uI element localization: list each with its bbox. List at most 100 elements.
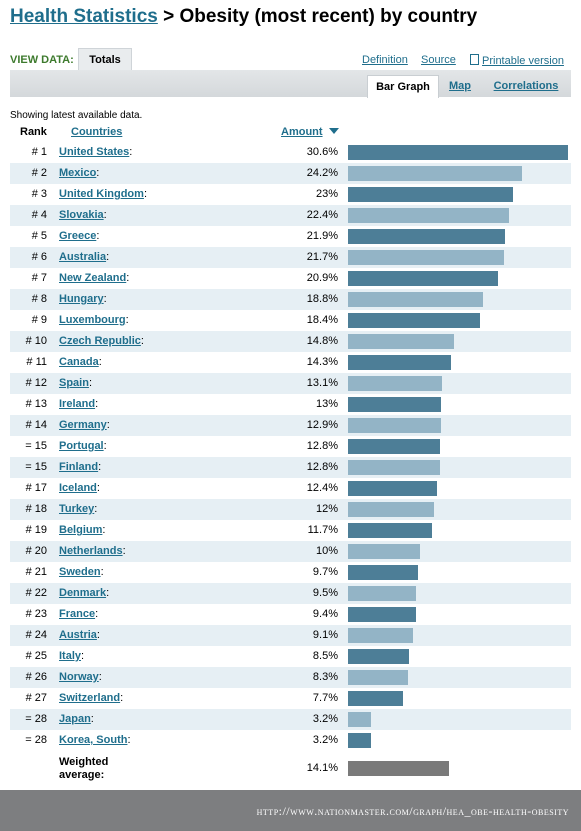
value-bar (348, 733, 371, 748)
rank-cell: # 18 (25, 503, 47, 515)
country-link[interactable]: Hungary: (59, 289, 107, 310)
rank-cell: # 6 (31, 251, 47, 263)
tab-map[interactable]: Map (449, 80, 471, 92)
country-link[interactable]: Luxembourg: (59, 310, 129, 331)
value-bar (348, 439, 440, 454)
country-link[interactable]: Korea, South: (59, 730, 131, 751)
country-name: Italy (59, 650, 82, 662)
country-link[interactable]: Germany: (59, 415, 110, 436)
country-colon: : (100, 566, 104, 578)
country-link[interactable]: Sweden: (59, 562, 104, 583)
value-bar (348, 376, 442, 391)
country-link[interactable]: Australia: (59, 247, 109, 268)
country-link[interactable]: Netherlands: (59, 541, 126, 562)
country-link[interactable]: Iceland: (59, 478, 100, 499)
country-link[interactable]: Slovakia: (59, 205, 107, 226)
rank-header: Rank (20, 126, 47, 138)
value-bar (348, 145, 568, 160)
value-bar (348, 565, 418, 580)
country-name: Germany (59, 419, 107, 431)
breadcrumb-health-statistics[interactable]: Health Statistics (10, 6, 158, 27)
country-link[interactable]: Mexico: (59, 163, 99, 184)
country-name: Australia (59, 251, 107, 263)
country-link[interactable]: Czech Republic: (59, 331, 144, 352)
table-row: # 18 Turkey: 12% (10, 499, 571, 520)
amount-label: 30.6% (306, 146, 338, 158)
view-data-label: VIEW DATA: (10, 54, 74, 66)
rank-cell: = 15 (25, 440, 47, 452)
country-colon: : (106, 419, 110, 431)
value-bar (348, 418, 441, 433)
table-row: # 23 France: 9.4% (10, 604, 571, 625)
country-link[interactable]: Finland: (59, 457, 101, 478)
country-link[interactable]: Spain: (59, 373, 92, 394)
country-colon: : (81, 650, 85, 662)
country-name: Norway (59, 671, 99, 683)
country-name: Portugal (59, 440, 104, 452)
country-name: Netherlands (59, 545, 123, 557)
amount-label: 9.4% (312, 608, 338, 620)
amount-label: 7.7% (312, 692, 338, 704)
printable-version-label: Printable version (482, 55, 564, 67)
sort-down-icon (328, 128, 339, 134)
country-link[interactable]: United States: (59, 142, 132, 163)
value-bar (348, 208, 509, 223)
amount-label: 12.8% (306, 440, 338, 452)
country-colon: : (96, 629, 100, 641)
amount-label: 8.5% (312, 650, 338, 662)
amount-label: 9.1% (312, 629, 338, 641)
value-bar (348, 187, 513, 202)
country-colon: : (140, 335, 144, 347)
country-link[interactable]: Norway: (59, 667, 102, 688)
country-link[interactable]: Portugal: (59, 436, 107, 457)
value-bar (348, 628, 413, 643)
source-link[interactable]: Source (421, 54, 456, 66)
amount-label: 20.9% (306, 272, 338, 284)
rank-cell: # 10 (25, 335, 47, 347)
tab-bar-graph[interactable]: Bar Graph (367, 75, 439, 98)
rank-cell: # 21 (25, 566, 47, 578)
country-link[interactable]: Japan: (59, 709, 94, 730)
table-row: # 4 Slovakia: 22.4% (10, 205, 571, 226)
amount-label: 21.7% (306, 251, 338, 263)
rank-cell: # 2 (31, 167, 47, 179)
country-link[interactable]: Italy: (59, 646, 84, 667)
amount-label: 22.4% (306, 209, 338, 221)
country-link[interactable]: Ireland: (59, 394, 98, 415)
country-link[interactable]: Switzerland: (59, 688, 123, 709)
country-link[interactable]: United Kingdom: (59, 184, 147, 205)
country-colon: : (95, 398, 99, 410)
country-link[interactable]: France: (59, 604, 98, 625)
table-row: # 14 Germany: 12.9% (10, 415, 571, 436)
country-link[interactable]: Belgium: (59, 520, 105, 541)
definition-link[interactable]: Definition (362, 54, 408, 66)
tab-totals[interactable]: Totals (78, 48, 132, 71)
country-colon: : (143, 188, 147, 200)
data-note: Showing latest available data. (10, 110, 143, 121)
rank-cell: # 27 (25, 692, 47, 704)
weighted-average-row: Weighted average: 14.1% (10, 752, 571, 784)
tab-correlations[interactable]: Correlations (493, 80, 559, 92)
amount-label: 12.4% (306, 482, 338, 494)
country-colon: : (96, 230, 100, 242)
country-colon: : (127, 734, 131, 746)
country-link[interactable]: Turkey: (59, 499, 97, 520)
country-link[interactable]: New Zealand: (59, 268, 129, 289)
country-colon: : (122, 545, 126, 557)
amount-header[interactable]: Amount (281, 126, 339, 138)
country-link[interactable]: Austria: (59, 625, 100, 646)
rank-cell: # 7 (31, 272, 47, 284)
country-colon: : (129, 146, 133, 158)
table-row: # 11 Canada: 14.3% (10, 352, 571, 373)
printable-version-link[interactable]: Printable version (470, 54, 564, 67)
country-link[interactable]: Greece: (59, 226, 99, 247)
amount-label: 3.2% (312, 713, 338, 725)
amount-label: 8.3% (312, 671, 338, 683)
country-colon: : (103, 293, 107, 305)
country-link[interactable]: Canada: (59, 352, 102, 373)
country-name: Korea, South (59, 734, 128, 746)
amount-label: 3.2% (312, 734, 338, 746)
country-link[interactable]: Denmark: (59, 583, 109, 604)
countries-header[interactable]: Countries (71, 126, 123, 138)
weighted-average-bar (348, 761, 449, 776)
